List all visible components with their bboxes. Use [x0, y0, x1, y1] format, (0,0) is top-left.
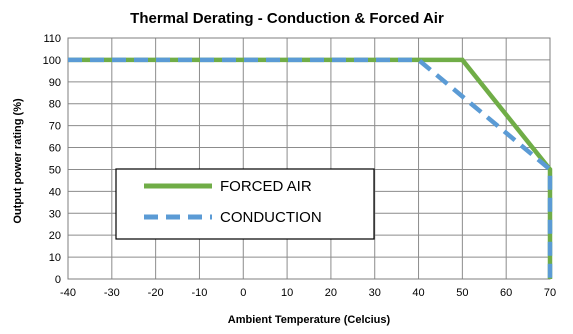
legend-label-1: FORCED AIR	[220, 178, 312, 195]
y-tick-label: 50	[49, 164, 61, 176]
series-lines	[68, 57, 553, 279]
y-axis-label: Output power rating (%)	[12, 98, 24, 224]
legend-label-2: CONDUCTION	[220, 209, 322, 226]
y-tick-label: 0	[55, 274, 61, 286]
y-tick-label: 40	[49, 186, 61, 198]
y-tick-label: 100	[43, 55, 61, 67]
x-tick-label: -10	[192, 287, 208, 299]
series-line-2	[68, 57, 553, 279]
y-tick-label: 60	[49, 143, 61, 155]
x-tick-label: -30	[104, 287, 120, 299]
y-tick-label: 90	[49, 77, 61, 89]
tick-labels: -40 -30 -20 -10 0 10 20 30 40 50 60 70 0 10 20 30 40 50 60…	[43, 33, 556, 299]
y-tick-label: 10	[49, 252, 61, 264]
x-tick-label: -20	[148, 287, 164, 299]
x-tick-label: 0	[240, 287, 246, 299]
x-tick-label: 10	[281, 287, 293, 299]
x-tick-label: 20	[325, 287, 337, 299]
y-tick-label: 80	[49, 99, 61, 111]
legend: FORCED AIR CONDUCTION	[115, 168, 375, 240]
legend-box	[115, 168, 375, 240]
y-tick-label: 30	[49, 208, 61, 220]
chart-title: Thermal Derating - Conduction & Forced A…	[130, 10, 444, 27]
x-tick-label: 50	[456, 287, 468, 299]
x-tick-label: 40	[412, 287, 424, 299]
x-tick-label: 30	[369, 287, 381, 299]
x-tick-label: 60	[500, 287, 512, 299]
y-tick-label: 20	[49, 230, 61, 242]
y-tick-label: 70	[49, 121, 61, 133]
x-axis-label: Ambient Temperature (Celcius)	[228, 314, 391, 326]
grid	[67, 37, 551, 280]
x-tick-label: -40	[60, 287, 76, 299]
y-tick-label: 110	[43, 33, 61, 45]
x-tick-label: 70	[544, 287, 556, 299]
plot-border	[67, 37, 551, 280]
